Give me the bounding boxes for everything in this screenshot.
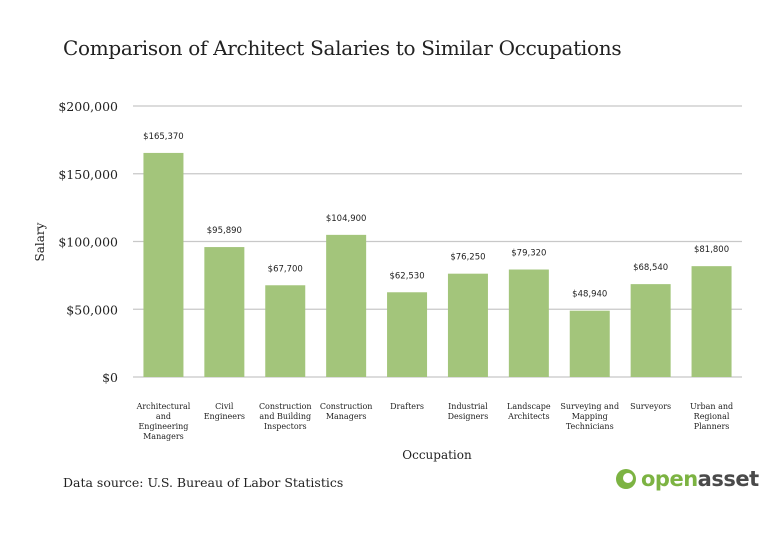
data-label: $76,250 bbox=[450, 253, 485, 263]
x-tick-label: Urban and bbox=[690, 402, 733, 411]
x-tick-label: and bbox=[156, 412, 171, 421]
x-tick-label: Landscape bbox=[507, 402, 551, 411]
openasset-logo: open asset bbox=[614, 467, 759, 491]
x-tick-label: Construction bbox=[320, 402, 373, 411]
y-tick-label: $0 bbox=[102, 370, 118, 385]
data-label: $165,370 bbox=[143, 132, 184, 142]
x-tick-label: Designers bbox=[448, 412, 489, 421]
y-tick-label: $100,000 bbox=[58, 235, 118, 250]
x-tick-label: Managers bbox=[326, 412, 367, 421]
x-tick-label: Mapping bbox=[572, 412, 608, 421]
y-tick-label: $200,000 bbox=[58, 99, 118, 114]
bar bbox=[447, 273, 488, 377]
data-label: $48,940 bbox=[572, 290, 607, 300]
data-label: $79,320 bbox=[511, 249, 546, 259]
logo-circle-icon bbox=[616, 469, 636, 489]
x-axis-label: Occupation bbox=[402, 448, 472, 462]
x-tick-label: Surveying and bbox=[560, 402, 619, 411]
x-tick-label: and Building bbox=[259, 412, 311, 421]
y-tick-label: $150,000 bbox=[58, 167, 118, 182]
logo-text-asset: asset bbox=[697, 467, 759, 491]
x-tick-label: Engineering bbox=[138, 422, 188, 431]
bar bbox=[204, 247, 245, 377]
bar bbox=[143, 152, 184, 377]
x-tick-label: Technicians bbox=[566, 422, 614, 431]
data-label: $95,890 bbox=[207, 226, 242, 236]
data-label: $81,800 bbox=[694, 245, 729, 255]
y-axis-label: Salary bbox=[33, 222, 47, 261]
x-tick-label: Architectural bbox=[136, 402, 191, 411]
bar bbox=[387, 292, 428, 377]
x-tick-label: Architects bbox=[507, 412, 550, 421]
x-tick-label: Engineers bbox=[204, 412, 245, 421]
x-tick-label: Regional bbox=[694, 412, 730, 421]
bar bbox=[569, 310, 610, 377]
data-label: $68,540 bbox=[633, 263, 668, 273]
bar bbox=[630, 284, 671, 377]
x-tick-label: Drafters bbox=[390, 402, 424, 411]
data-label: $104,900 bbox=[326, 214, 367, 224]
x-tick-label: Managers bbox=[143, 432, 184, 441]
x-tick-label: Inspectors bbox=[264, 422, 307, 431]
x-tick-label: Construction bbox=[259, 402, 312, 411]
chart-title: Comparison of Architect Salaries to Simi… bbox=[63, 36, 622, 60]
x-tick-label: Civil bbox=[215, 402, 234, 411]
bar bbox=[508, 269, 549, 377]
bar bbox=[326, 234, 367, 377]
y-tick-label: $50,000 bbox=[66, 302, 118, 317]
bar bbox=[691, 266, 732, 377]
data-label: $62,530 bbox=[389, 271, 424, 281]
logo-text-open: open bbox=[641, 467, 698, 491]
x-tick-label: Planners bbox=[694, 422, 730, 431]
data-source: Data source: U.S. Bureau of Labor Statis… bbox=[63, 475, 344, 490]
data-label: $67,700 bbox=[268, 264, 303, 274]
bar bbox=[265, 285, 306, 377]
x-tick-label: Industrial bbox=[448, 402, 488, 411]
x-tick-label: Surveyors bbox=[630, 402, 671, 411]
